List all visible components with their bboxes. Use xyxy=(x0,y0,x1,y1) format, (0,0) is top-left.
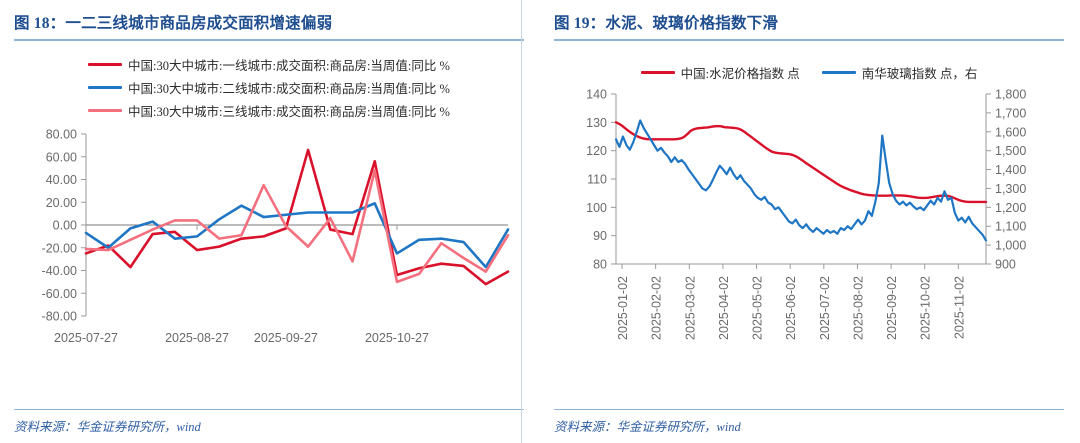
legend-label: 中国:30大中城市:三线城市:成交面积:商品房:当周值:同比 % xyxy=(128,104,450,119)
legend-label: 中国:30大中城市:二线城市:成交面积:商品房:当周值:同比 % xyxy=(128,81,450,96)
svg-text:1,300: 1,300 xyxy=(995,182,1026,196)
svg-text:0.00: 0.00 xyxy=(53,218,77,232)
figure-19-chart: 80 90 100 110 120 130 140 900 1,000 1,100 1,200 1,3… xyxy=(554,82,1064,372)
svg-text:-80.00: -80.00 xyxy=(42,309,77,323)
series-line xyxy=(84,148,510,286)
figure-18-caption: 图 18：一二三线城市商品房成交面积增速偏弱 xyxy=(14,15,333,32)
legend-item: 南华玻璃指数 点，右 xyxy=(821,63,978,82)
svg-text:90: 90 xyxy=(593,229,607,243)
figure-19-caption-rule xyxy=(554,39,1064,41)
x-tick-label: 2025-04-02 xyxy=(717,276,731,340)
series-line xyxy=(614,120,988,203)
x-tick-label: 2025-01-02 xyxy=(616,276,630,340)
svg-text:2025-08-27: 2025-08-27 xyxy=(165,331,229,345)
legend-item: 中国:水泥价格指数 点 xyxy=(640,63,800,82)
footer-rule xyxy=(554,408,1064,410)
svg-text:100: 100 xyxy=(586,200,607,214)
x-tick-label: 2025-10-02 xyxy=(919,276,933,340)
series-line xyxy=(84,168,510,283)
figure-18-footer: 资料来源：华金证券研究所，wind xyxy=(14,408,524,435)
figure-19-plot: 80 90 100 110 120 130 140 900 1,000 1,100 1,200 1,3… xyxy=(586,87,1026,340)
x-tick-label: 2025-08-02 xyxy=(851,276,865,340)
svg-text:1,600: 1,600 xyxy=(995,125,1026,139)
svg-text:120: 120 xyxy=(586,144,607,158)
svg-text:130: 130 xyxy=(586,115,607,129)
x-tick-label: 2025-09-02 xyxy=(885,276,899,340)
legend-item: 中国:30大中城市:二线城市:成交面积:商品房:当周值:同比 % xyxy=(88,78,450,97)
footer-rule xyxy=(14,408,524,410)
panel-divider xyxy=(521,0,522,443)
figure-19-footer: 资料来源：华金证券研究所，wind xyxy=(554,408,1064,435)
svg-text:140: 140 xyxy=(586,87,607,101)
legend-swatch-line-icon xyxy=(88,85,123,89)
figure-18-panel: 图 18：一二三线城市商品房成交面积增速偏弱 中国:30大中城市:一线城市:成交… xyxy=(14,15,524,435)
legend-item: 中国:30大中城市:三线城市:成交面积:商品房:当周值:同比 % xyxy=(88,101,450,120)
figure-18-caption-rule xyxy=(14,39,524,41)
figure-19-legend: 中国:水泥价格指数 点 南华玻璃指数 点，右 xyxy=(554,63,1064,82)
svg-text:110: 110 xyxy=(587,172,607,186)
legend-item: 中国:30大中城市:一线城市:成交面积:商品房:当周值:同比 % xyxy=(88,55,450,74)
svg-text:1,800: 1,800 xyxy=(995,87,1026,101)
x-tick-label: 2025-03-02 xyxy=(683,276,697,340)
figure-19-caption: 图 19：水泥、玻璃价格指数下滑 xyxy=(554,15,779,32)
legend-label: 中国:水泥价格指数 点 xyxy=(680,66,800,81)
legend-label: 中国:30大中城市:一线城市:成交面积:商品房:当周值:同比 % xyxy=(128,58,450,73)
svg-text:1,000: 1,000 xyxy=(995,238,1026,252)
x-tick-label: 2025-05-02 xyxy=(751,276,765,340)
source-note: 资料来源：华金证券研究所，wind xyxy=(14,420,201,434)
figure-19-panel: 图 19：水泥、玻璃价格指数下滑 中国:水泥价格指数 点 南华玻璃指数 点，右 … xyxy=(540,0,1080,443)
svg-text:60.00: 60.00 xyxy=(46,150,77,164)
legend-label: 南华玻璃指数 点，右 xyxy=(861,66,978,81)
svg-text:2025-09-27: 2025-09-27 xyxy=(254,331,318,345)
svg-text:80.00: 80.00 xyxy=(46,127,77,141)
x-tick-label: 2025-07-02 xyxy=(818,276,832,340)
svg-text:2025-07-27: 2025-07-27 xyxy=(54,331,118,345)
x-tick-label: 2025-02-02 xyxy=(650,276,664,340)
figure-18-legend: 中国:30大中城市:一线城市:成交面积:商品房:当周值:同比 % 中国:30大中… xyxy=(14,55,524,120)
x-tick-label: 2025-11-02 xyxy=(952,276,966,339)
svg-text:-40.00: -40.00 xyxy=(42,264,77,278)
figure-18-plot: -80.00 -60.00 -40.00 -20.00 0.00 20.00 40.00 60… xyxy=(42,127,510,345)
svg-text:1,500: 1,500 xyxy=(995,144,1026,158)
legend-swatch-line-icon xyxy=(88,62,123,66)
source-note: 资料来源：华金证券研究所，wind xyxy=(554,420,741,434)
x-tick-label: 2025-06-02 xyxy=(784,276,798,340)
svg-text:1,100: 1,100 xyxy=(995,219,1026,233)
series-line xyxy=(84,201,510,268)
svg-text:900: 900 xyxy=(995,257,1016,271)
series-line xyxy=(614,118,988,242)
svg-text:80: 80 xyxy=(593,257,607,271)
svg-text:20.00: 20.00 xyxy=(46,195,77,209)
svg-text:-20.00: -20.00 xyxy=(42,241,77,255)
svg-text:2025-10-27: 2025-10-27 xyxy=(365,331,429,345)
figure-18-chart: -80.00 -60.00 -40.00 -20.00 0.00 20.00 40.00 60… xyxy=(14,120,524,370)
legend-swatch-line-icon xyxy=(821,70,856,74)
svg-text:1,200: 1,200 xyxy=(995,200,1026,214)
svg-text:1,400: 1,400 xyxy=(995,163,1026,177)
legend-swatch-line-icon xyxy=(640,70,675,74)
svg-text:40.00: 40.00 xyxy=(46,173,77,187)
legend-swatch-line-icon xyxy=(88,108,123,112)
svg-text:1,700: 1,700 xyxy=(995,106,1026,120)
svg-text:-60.00: -60.00 xyxy=(42,286,77,300)
